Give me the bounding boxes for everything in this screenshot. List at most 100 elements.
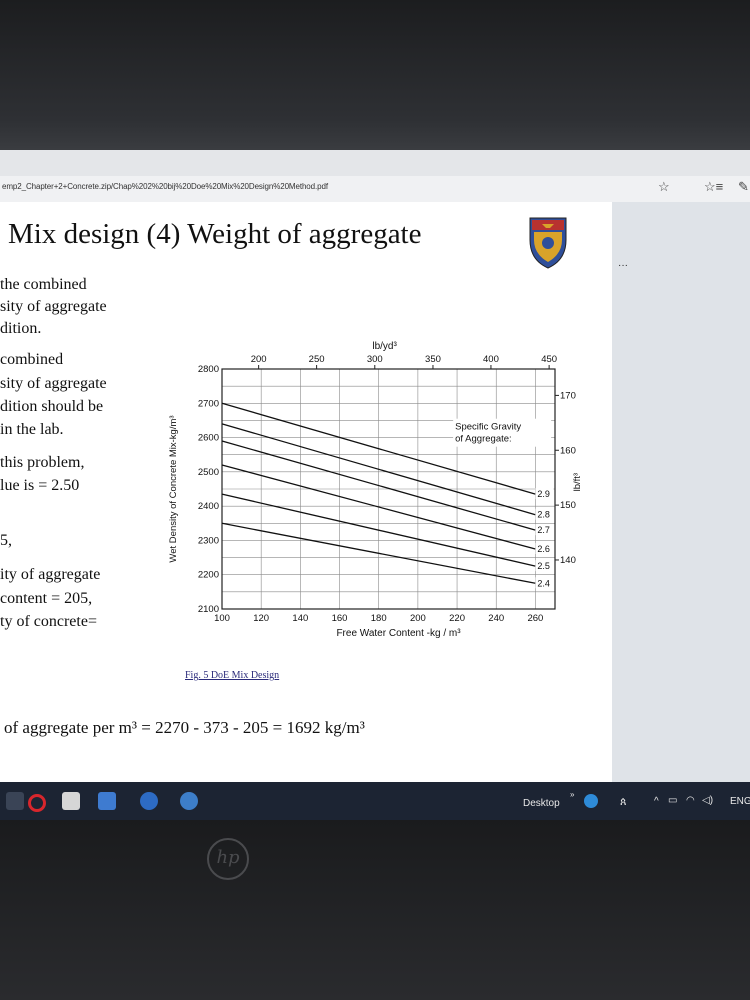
star-icon[interactable]: ☆ <box>658 179 670 194</box>
body-line: dition should be <box>0 398 104 415</box>
url-text[interactable]: emp2_Chapter+2+Concrete.zip/Chap%202%20b… <box>2 182 328 191</box>
legend-title-bg <box>453 418 552 447</box>
body-line: the combined <box>0 276 87 293</box>
pen-icon[interactable]: ✎ <box>738 179 749 194</box>
body-line: lue is = 2.50 <box>0 477 80 494</box>
monitor-top-bezel <box>0 0 750 150</box>
series-label: 2.5 <box>537 561 550 571</box>
plot-frame <box>221 368 556 610</box>
top-tick-label: 450 <box>541 354 557 365</box>
x-tick-label: 140 <box>292 613 308 624</box>
browser-tab-strip <box>0 150 750 176</box>
right-tick-label: 160 <box>560 445 576 456</box>
body-line: sity of aggregate <box>0 298 107 315</box>
mail-icon[interactable] <box>98 792 116 810</box>
legend-title-line: of Aggregate: <box>455 434 512 445</box>
x-axis-label: Free Water Content -kg / m³ <box>336 628 461 639</box>
y-tick-label: 2700 <box>198 398 219 409</box>
series-line-2-7 <box>221 440 536 531</box>
battery-icon[interactable]: ▭ <box>668 795 678 806</box>
volume-icon[interactable]: ◁) <box>702 795 714 806</box>
pdf-page: Mix design (4) Weight of aggregate the c… <box>0 202 612 782</box>
language-indicator[interactable]: ENG <box>730 796 750 807</box>
series-label-bg <box>535 508 554 520</box>
top-axis-label: lb/yd³ <box>372 341 397 352</box>
tray-app-icon[interactable] <box>584 794 598 808</box>
figure-caption[interactable]: Fig. 5 DoE Mix Design <box>185 670 280 681</box>
right-axis-label: lb/ft³ <box>572 473 583 491</box>
right-tick-label: 140 <box>560 555 576 566</box>
y-axis-label: Wet Density of Concrete Mix-kg/m³ <box>168 415 179 562</box>
top-tick-label: 350 <box>425 354 441 365</box>
series-line-2-6 <box>221 464 536 550</box>
side-panel <box>612 202 750 782</box>
series-label-bg <box>535 577 554 589</box>
app-icon[interactable] <box>140 792 158 810</box>
x-tick-label: 120 <box>253 613 269 624</box>
x-tick-label: 180 <box>371 613 387 624</box>
more-options-icon[interactable]: ··· <box>618 260 628 271</box>
y-tick-label: 2200 <box>198 570 219 581</box>
body-line: dition. <box>0 320 42 337</box>
series-label: 2.4 <box>537 578 550 588</box>
address-bar[interactable]: emp2_Chapter+2+Concrete.zip/Chap%202%20b… <box>0 176 750 203</box>
top-tick-label: 300 <box>367 354 383 365</box>
legend-title-line: Specific Gravity <box>455 422 521 433</box>
series-label: 2.8 <box>537 510 550 520</box>
x-tick-label: 200 <box>410 613 426 624</box>
series-label-bg <box>535 543 554 554</box>
series-label-bg <box>535 524 554 536</box>
opera-icon[interactable] <box>28 794 46 812</box>
y-tick-label: 2800 <box>198 364 219 375</box>
y-tick-label: 2600 <box>198 433 219 444</box>
series-line-2-5 <box>221 493 536 567</box>
favorites-icon[interactable]: ☆≡ <box>704 179 724 194</box>
right-tick-label: 170 <box>560 390 576 401</box>
screen: emp2_Chapter+2+Concrete.zip/Chap%202%20b… <box>0 150 750 820</box>
body-line: 5, <box>0 532 12 549</box>
series-label: 2.6 <box>537 544 550 554</box>
x-tick-label: 240 <box>488 613 504 624</box>
top-tick-label: 200 <box>251 354 267 365</box>
desktop-toolbar-label[interactable]: Desktop <box>523 798 560 809</box>
series-label-bg <box>535 560 554 572</box>
series-line-2-9 <box>221 402 536 495</box>
app-icon-2[interactable] <box>180 792 198 810</box>
body-line: content = 205, <box>0 590 93 607</box>
toolbar-chevron[interactable]: » <box>570 790 575 799</box>
wifi-icon[interactable]: ◠ <box>686 795 695 806</box>
series-label: 2.9 <box>537 489 550 499</box>
hp-logo: hp <box>207 838 249 880</box>
x-tick-label: 220 <box>449 613 465 624</box>
x-tick-label: 260 <box>527 613 543 624</box>
right-tick-label: 150 <box>560 500 576 511</box>
series-line-2-8 <box>221 423 536 516</box>
body-line: combined <box>0 351 64 368</box>
series-label-bg <box>535 488 554 500</box>
y-tick-label: 2100 <box>198 604 219 615</box>
top-tick-label: 400 <box>483 354 499 365</box>
series-line-2-4 <box>221 522 536 584</box>
series-label: 2.7 <box>537 525 550 535</box>
density-chart: 2.9 2.8 2.7 2.6 2.5 2.4 Specific Gravity of Agg… <box>160 284 590 684</box>
people-icon[interactable]: ጰ <box>620 796 627 808</box>
start-icon[interactable] <box>6 792 24 810</box>
tray-chevron-icon[interactable]: ^ <box>654 796 659 807</box>
y-tick-label: 2500 <box>198 467 219 478</box>
university-crest-logo <box>529 217 567 269</box>
taskbar: Desktop » ጰ ^ ▭ ◠ ◁) ENG <box>0 782 750 820</box>
y-tick-label: 2400 <box>198 501 219 512</box>
top-tick-label: 250 <box>309 354 325 365</box>
body-line: ity of aggregate <box>0 566 101 583</box>
body-line: sity of aggregate <box>0 375 107 392</box>
slide-title: Mix design (4) Weight of aggregate <box>8 218 422 250</box>
laptop-lower-bezel <box>0 820 750 1000</box>
store-icon[interactable] <box>62 792 80 810</box>
body-line: in the lab. <box>0 421 64 438</box>
y-tick-label: 2300 <box>198 535 219 546</box>
x-tick-label: 160 <box>332 613 348 624</box>
aggregate-weight-equation: of aggregate per m³ = 2270 - 373 - 205 =… <box>4 718 365 737</box>
body-line: this problem, <box>0 454 85 471</box>
body-line: ty of concrete= <box>0 613 97 630</box>
